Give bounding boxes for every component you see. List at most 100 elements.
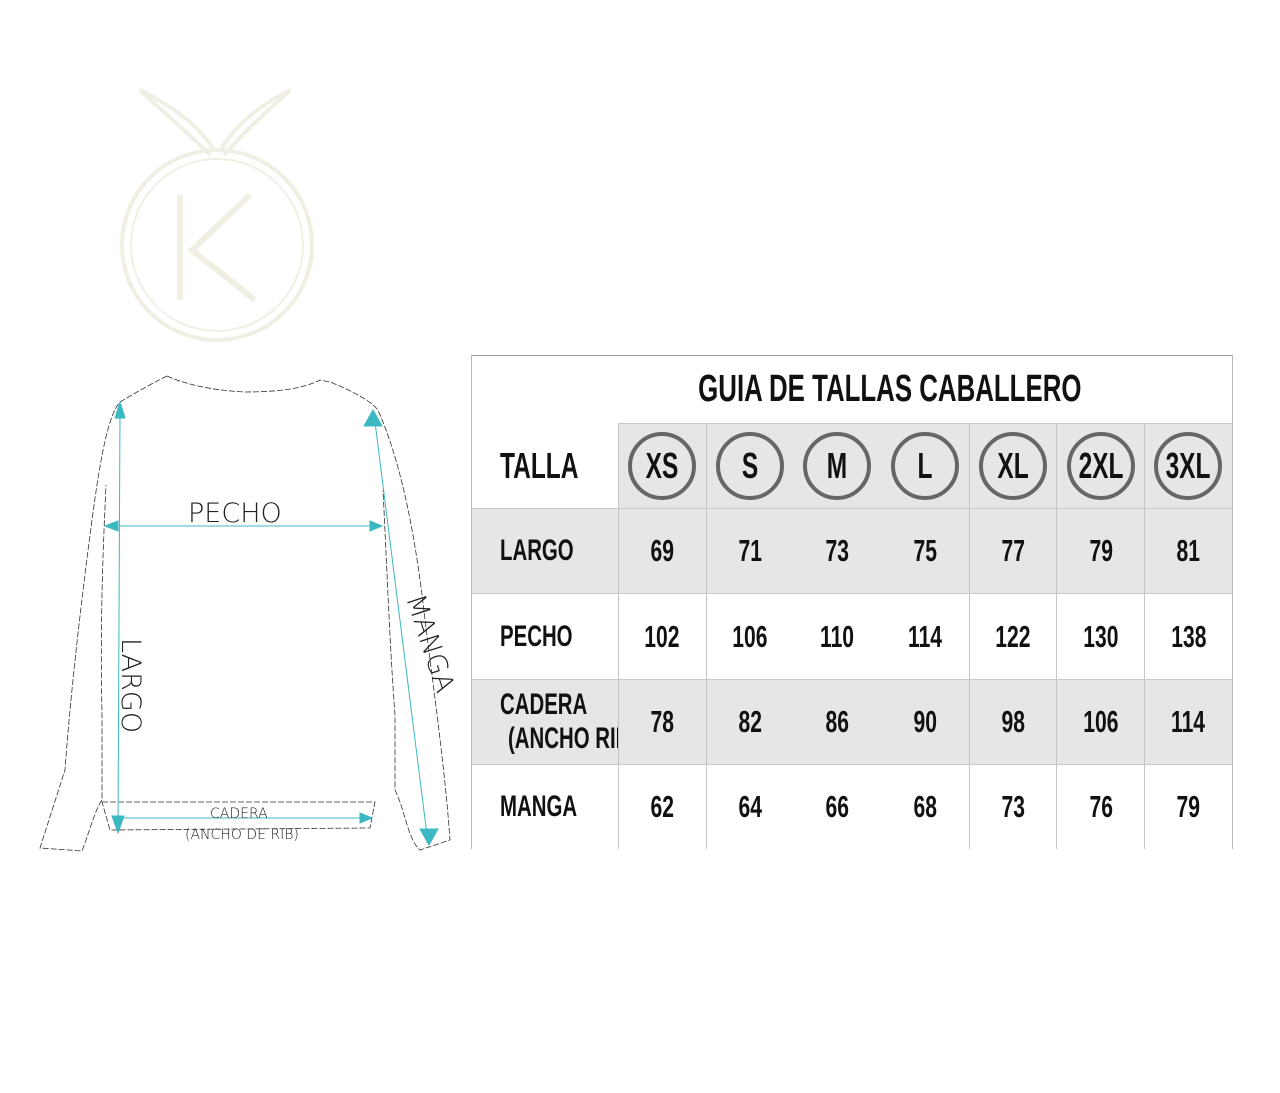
value: 106 xyxy=(1083,704,1119,739)
size-header-3xl: 3XL xyxy=(1144,423,1232,508)
row-label: CADERA xyxy=(500,688,588,721)
value-cell: 64 xyxy=(705,764,794,849)
row-sublabel: (ANCHO RIB) xyxy=(508,722,638,755)
value-cell: 66 xyxy=(793,764,882,849)
size-label: XL xyxy=(997,445,1029,486)
value: 110 xyxy=(820,618,855,654)
value-cell: 106 xyxy=(705,593,794,679)
value-cell: 76 xyxy=(1056,764,1145,849)
size-header-row: TALLA XS S M L XL 2XL 3XL xyxy=(472,423,1232,508)
value-cell: 77 xyxy=(968,508,1057,593)
brand-logo-watermark xyxy=(120,88,314,342)
value-cell: 79 xyxy=(1056,508,1145,593)
size-circle: S xyxy=(716,432,785,500)
cadera-sublabel: (ANCHO DE RIB) xyxy=(185,827,299,843)
table-title-row: GUIA DE TALLAS CABALLERO xyxy=(472,356,1232,423)
row-label: PECHO xyxy=(500,619,573,653)
value-cell: 110 xyxy=(793,593,882,679)
value: 69 xyxy=(650,533,675,568)
size-label: L xyxy=(917,445,933,486)
value-cell: 114 xyxy=(881,593,969,679)
row-label-cell: PECHO xyxy=(472,593,618,679)
value: 106 xyxy=(732,618,768,654)
value: 66 xyxy=(825,789,849,824)
row-label: MANGA xyxy=(500,790,578,823)
value-cell: 102 xyxy=(618,593,706,679)
value: 79 xyxy=(1176,789,1201,824)
value-cell: 73 xyxy=(793,508,882,593)
value-cell: 78 xyxy=(618,679,706,764)
value: 98 xyxy=(1001,704,1025,739)
value-cell: 90 xyxy=(881,679,969,764)
talla-header: TALLA xyxy=(500,444,579,486)
value: 62 xyxy=(650,789,675,824)
value: 73 xyxy=(825,533,849,568)
value-cell: 122 xyxy=(968,593,1057,679)
size-header-xs: XS xyxy=(618,423,706,508)
table-row-largo: LARGO 69 71 73 75 77 79 81 xyxy=(472,508,1232,593)
size-label: M xyxy=(827,445,848,486)
value-cell: 138 xyxy=(1144,593,1232,679)
size-label: 3XL xyxy=(1166,445,1211,486)
sweater-diagram: PECHO LARGO MANGA CADERA (ANCHO DE RIB) xyxy=(39,375,460,852)
table-row-manga: MANGA 62 64 66 68 73 76 79 xyxy=(472,764,1232,849)
size-circle: L xyxy=(890,432,959,500)
value: 102 xyxy=(644,618,680,654)
value: 76 xyxy=(1089,789,1113,824)
size-circle: M xyxy=(803,432,872,500)
size-header-xl: XL xyxy=(968,423,1057,508)
value: 114 xyxy=(907,618,942,654)
value: 79 xyxy=(1089,533,1113,568)
table-title: GUIA DE TALLAS CABALLERO xyxy=(698,368,1082,410)
size-header-2xl: 2XL xyxy=(1056,423,1145,508)
value: 78 xyxy=(650,704,675,739)
size-label: 2XL xyxy=(1078,445,1124,486)
row-label: LARGO xyxy=(500,534,574,567)
value: 86 xyxy=(825,704,849,739)
value: 77 xyxy=(1001,533,1025,568)
size-chart-table: GUIA DE TALLAS CABALLERO TALLA XS S M L XL 2X… xyxy=(471,355,1233,849)
value: 122 xyxy=(995,618,1031,654)
value-cell: 68 xyxy=(881,764,969,849)
size-circle: XS xyxy=(628,432,697,500)
value: 68 xyxy=(913,789,937,824)
value-cell: 69 xyxy=(618,508,706,593)
table-row-pecho: PECHO 102 106 110 114 122 130 138 xyxy=(472,593,1232,679)
value-cell: 114 xyxy=(1144,679,1232,764)
value-cell: 98 xyxy=(968,679,1057,764)
value: 75 xyxy=(913,533,937,568)
table-row-cadera: CADERA (ANCHO RIB) 78 82 86 90 98 106 114 xyxy=(472,679,1232,764)
row-label-cell: CADERA (ANCHO RIB) xyxy=(472,679,637,764)
cadera-label: CADERA xyxy=(210,806,268,822)
value: 90 xyxy=(913,704,937,739)
pecho-label: PECHO xyxy=(188,498,282,529)
size-label: S xyxy=(741,445,759,486)
value: 71 xyxy=(738,533,762,568)
value: 82 xyxy=(738,704,762,739)
largo-label: LARGO xyxy=(115,638,146,733)
value: 130 xyxy=(1083,618,1119,654)
value-cell: 79 xyxy=(1144,764,1232,849)
value-cell: 106 xyxy=(1056,679,1145,764)
size-circle: XL xyxy=(979,432,1048,500)
value: 114 xyxy=(1171,704,1206,739)
value: 138 xyxy=(1170,618,1207,654)
sweater-outline xyxy=(39,375,451,852)
size-circle: 3XL xyxy=(1154,432,1223,500)
row-label-cell: MANGA xyxy=(472,764,618,849)
value-cell: 75 xyxy=(881,508,969,593)
value-cell: 73 xyxy=(968,764,1057,849)
value-cell: 82 xyxy=(705,679,794,764)
value-cell: 86 xyxy=(793,679,882,764)
size-circle: 2XL xyxy=(1066,432,1135,500)
size-label: XS xyxy=(646,445,679,486)
value: 81 xyxy=(1176,533,1201,568)
manga-label: MANGA xyxy=(399,591,460,697)
size-header-m: M xyxy=(793,423,882,508)
value-cell: 130 xyxy=(1056,593,1145,679)
value-cell: 62 xyxy=(618,764,706,849)
value-cell: 81 xyxy=(1144,508,1232,593)
size-header-s: S xyxy=(705,423,794,508)
row-label-cell: LARGO xyxy=(472,508,618,593)
value: 73 xyxy=(1001,789,1025,824)
